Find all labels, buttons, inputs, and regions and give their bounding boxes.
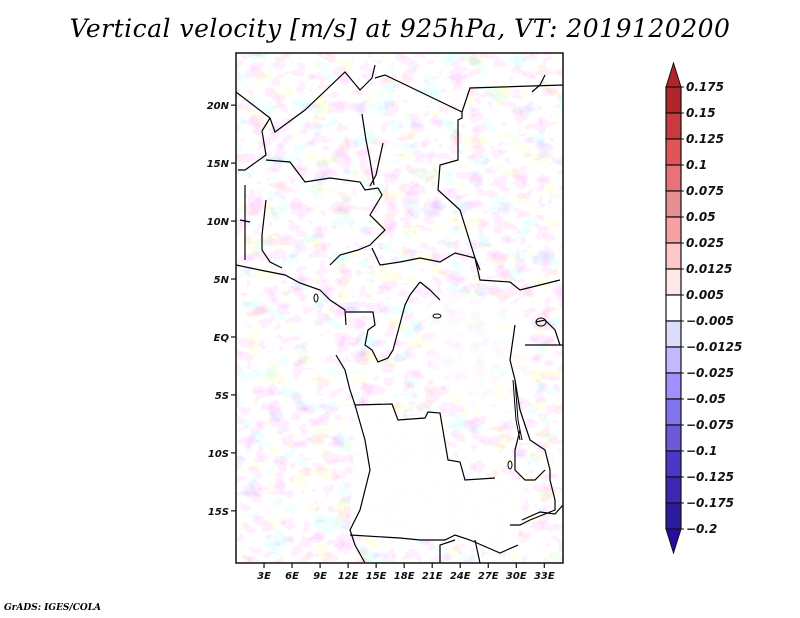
longitude-axis: 3E 6E 9E 12E 15E 18E 21E 24E 27E 30E 33E <box>257 563 555 582</box>
colorbar-segment <box>665 190 682 218</box>
colorbar-bottom-arrow <box>665 528 682 555</box>
plot-area <box>236 53 563 563</box>
colorbar-label: −0.005 <box>686 314 734 328</box>
lon-tick-label: 33E <box>534 571 555 582</box>
plot-frame <box>235 52 564 564</box>
colorbar-label: −0.175 <box>686 496 734 510</box>
colorbar-label: 0.075 <box>686 184 724 198</box>
colorbar-label: 0.05 <box>686 210 716 224</box>
lon-tick-label: 9E <box>313 571 327 582</box>
no-data-region <box>350 404 530 553</box>
lakes <box>313 293 547 470</box>
colorbar-segment <box>665 346 682 374</box>
colorbar-label: 0.15 <box>686 106 716 120</box>
colorbar-label: 0.0125 <box>686 262 732 276</box>
country-borders <box>236 64 563 563</box>
colorbar-label: 0.175 <box>686 80 724 94</box>
lat-tick-label: 15S <box>208 507 229 518</box>
calm-region-congo <box>415 290 530 410</box>
latitude-axis: 20N 15N 10N 5N EQ 5S 10S 15S <box>207 101 236 518</box>
chart-title: Vertical velocity [m/s] at 925hPa, VT: 2… <box>69 14 731 43</box>
lat-tick-label: 5N <box>214 275 230 286</box>
colorbar-top-arrow <box>665 61 682 88</box>
colorbar-segment <box>665 112 682 140</box>
colorbar-segment <box>665 242 682 270</box>
colorbar-label: −0.1 <box>686 444 717 458</box>
colorbar-segment <box>665 320 682 348</box>
lon-tick-label: 21E <box>422 571 443 582</box>
colorbar-segment <box>665 424 682 452</box>
lon-tick-label: 12E <box>338 571 359 582</box>
colorbar-label: 0.1 <box>686 158 707 172</box>
lon-tick-label: 15E <box>366 571 387 582</box>
lon-tick-label: 18E <box>394 571 415 582</box>
colorbar-label: −0.075 <box>686 418 734 432</box>
lon-tick-label: 3E <box>257 571 271 582</box>
lon-tick-label: 6E <box>285 571 299 582</box>
lon-tick-label: 27E <box>478 571 499 582</box>
lat-tick-label: 10S <box>208 449 229 460</box>
colorbar-segment <box>665 450 682 478</box>
lon-tick-label: 24E <box>450 571 471 582</box>
colorbar-segment <box>665 216 682 244</box>
lon-tick-label: 30E <box>506 571 527 582</box>
lat-tick-label: EQ <box>214 333 230 344</box>
colorbar: 0.175 0.15 0.125 0.1 0.075 0.05 0.025 0.0125 0.0… <box>665 61 742 555</box>
colorbar-label: −0.2 <box>686 522 717 536</box>
grads-credit: GrADS: IGES/COLA <box>4 603 102 613</box>
colorbar-label: −0.125 <box>686 470 734 484</box>
colorbar-segment <box>665 138 682 166</box>
colorbar-segment <box>665 164 682 192</box>
lat-tick-label: 10N <box>207 217 230 228</box>
colorbar-segment <box>665 398 682 426</box>
colorbar-label: −0.05 <box>686 392 726 406</box>
colorbar-segment <box>665 294 682 322</box>
colorbar-segment <box>665 372 682 400</box>
colorbar-label: −0.0125 <box>686 340 742 354</box>
lat-tick-label: 5S <box>215 391 229 402</box>
colorbar-segment <box>665 86 682 114</box>
colorbar-label: 0.025 <box>686 236 724 250</box>
colorbar-segment <box>665 268 682 296</box>
colorbar-segment <box>665 476 682 504</box>
colorbar-label: 0.005 <box>686 288 724 302</box>
colorbar-segment <box>665 502 682 530</box>
colorbar-label: 0.125 <box>686 132 724 146</box>
colorbar-label: −0.025 <box>686 366 734 380</box>
lat-tick-label: 20N <box>207 101 230 112</box>
lat-tick-label: 15N <box>207 159 230 170</box>
